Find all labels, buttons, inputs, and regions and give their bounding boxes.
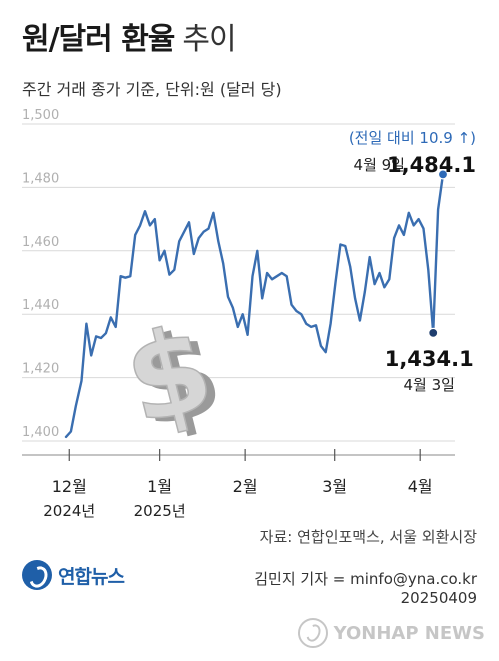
title-secondary: 추이 bbox=[182, 22, 236, 57]
annotation-high-date: 4월 9일 bbox=[354, 156, 405, 174]
y-tick-label: 1,400 bbox=[22, 425, 59, 440]
yonhap-logo-icon bbox=[22, 560, 52, 590]
grid-lines bbox=[22, 123, 455, 442]
chart-title: 원/달러 환율 추이 bbox=[22, 14, 237, 58]
x-axis: 12월 2024년 1월 2025년 2월 3월 4월 bbox=[22, 449, 455, 520]
annotation-change: (전일 대비 10.9 ↑) bbox=[349, 129, 476, 147]
chart-subtitle: 주간 거래 종가 기준, 단위:원 (달러 당) bbox=[22, 80, 282, 99]
x-tick-sublabel: 2025년 bbox=[134, 502, 186, 520]
source-note: 자료: 연합인포맥스, 서울 외환시장 bbox=[259, 528, 477, 546]
title-main: 원/달러 환율 bbox=[22, 22, 175, 57]
annotation-low-date: 4월 3일 bbox=[403, 376, 454, 394]
svg-text:$: $ bbox=[112, 298, 225, 452]
reporter-credit: 김민지 기자 = minfo@yna.co.kr bbox=[254, 570, 477, 588]
series-line bbox=[64, 173, 445, 439]
x-tick-label: 2월 bbox=[233, 477, 258, 496]
date-code: 20250409 bbox=[400, 589, 477, 607]
x-tick-label: 1월 bbox=[147, 477, 172, 496]
y-tick-label: 1,480 bbox=[22, 171, 59, 186]
watermark-text: YONHAP NEWS bbox=[333, 622, 485, 644]
y-tick-label: 1,440 bbox=[22, 298, 59, 313]
dollar-sign-icon: $ $ bbox=[111, 297, 234, 455]
x-tick-label: 3월 bbox=[322, 477, 347, 496]
annotation-high-value: 1,484.1 bbox=[387, 153, 476, 177]
y-tick-label: 1,500 bbox=[22, 108, 59, 123]
annotations: (전일 대비 10.9 ↑) 4월 9일 1,484.1 1,434.1 4월 … bbox=[349, 129, 476, 394]
low-point-marker bbox=[428, 327, 439, 339]
x-tick-label: 12월 bbox=[52, 477, 87, 496]
yonhap-watermark: YONHAP NEWS bbox=[297, 618, 485, 648]
y-tick-label: 1,420 bbox=[22, 362, 59, 377]
y-tick-label: 1,460 bbox=[22, 235, 59, 250]
logo-text: 연합뉴스 bbox=[58, 565, 125, 588]
annotation-low-value: 1,434.1 bbox=[385, 347, 474, 371]
x-tick-sublabel: 2024년 bbox=[43, 502, 95, 520]
watermark-logo-icon bbox=[297, 618, 328, 648]
data-points bbox=[428, 169, 449, 339]
high-point-marker bbox=[437, 169, 449, 180]
y-axis-ticks: 1,400 1,420 1,440 1,460 1,480 1,500 bbox=[22, 108, 59, 440]
x-tick-label: 4월 bbox=[408, 477, 433, 496]
yonhap-logo: 연합뉴스 bbox=[22, 560, 125, 590]
